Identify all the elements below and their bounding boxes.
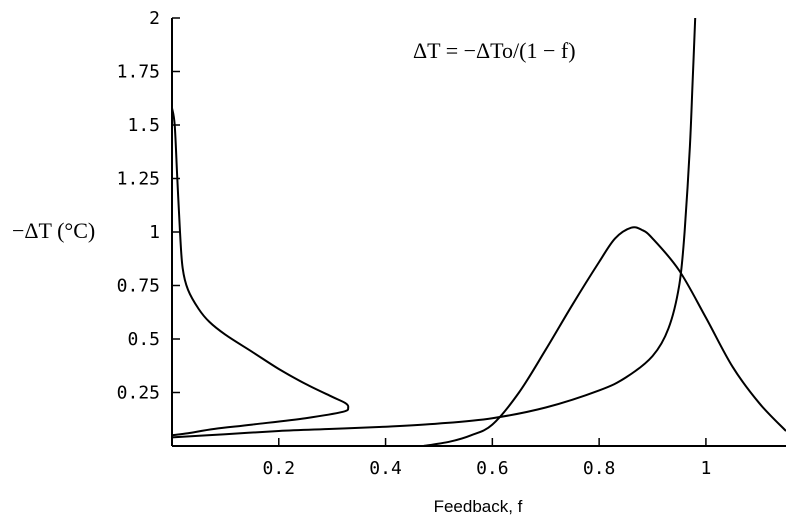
x-axis-title: Feedback, f bbox=[434, 497, 523, 516]
ticks-layer: 0.2 0.4 0.6 0.8 1 0.25 0.5 0.75 1 1.25 1.5 1.75 2 bbox=[117, 8, 712, 479]
y-tick-label-4: 1.25 bbox=[117, 169, 160, 190]
x-tick-label-2: 0.6 bbox=[476, 458, 509, 479]
formula-annotation: ΔT = −ΔTo/(1 − f) bbox=[413, 38, 576, 63]
y-tick-label-0: 0.25 bbox=[117, 383, 160, 404]
y-tick-label-1: 0.5 bbox=[127, 329, 160, 350]
x-tick-label-0: 0.2 bbox=[263, 458, 296, 479]
x-tick-label-1: 0.4 bbox=[369, 458, 402, 479]
series-line-0 bbox=[171, 107, 350, 437]
y-tick-label-3: 1 bbox=[149, 222, 160, 243]
series-line-2 bbox=[422, 226, 786, 447]
y-tick-label-6: 1.75 bbox=[117, 62, 160, 83]
y-tick-label-5: 1.5 bbox=[127, 115, 160, 136]
y-axis-title: −ΔT (°C) bbox=[12, 218, 95, 243]
y-tick-label-2: 0.75 bbox=[117, 276, 160, 297]
x-tick-label-3: 0.8 bbox=[583, 458, 616, 479]
curves-layer bbox=[171, 17, 786, 447]
x-tick-label-4: 1 bbox=[700, 458, 711, 479]
y-tick-label-7: 2 bbox=[149, 8, 160, 29]
series-line-1 bbox=[171, 17, 697, 439]
